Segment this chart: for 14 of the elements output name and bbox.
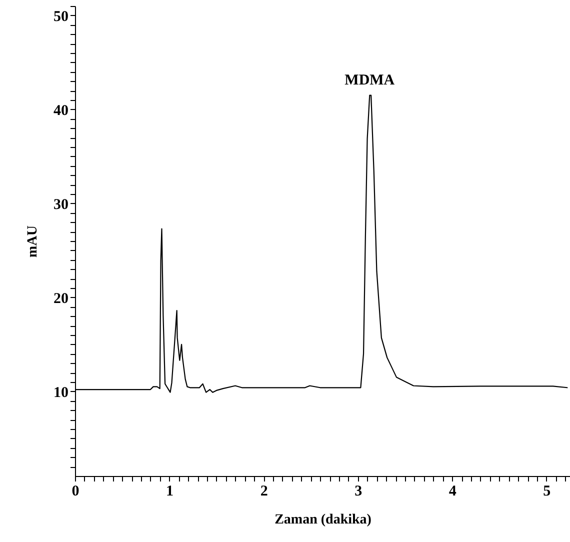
- annotation: MDMA: [344, 72, 395, 88]
- x-tick-label: 2: [260, 484, 268, 500]
- y-axis-title: mAU: [26, 226, 40, 258]
- y-tick-label: 30: [54, 196, 68, 213]
- y-tick-label: 10: [54, 384, 68, 401]
- y-tick-label: 20: [54, 290, 68, 307]
- x-tick-label: 3: [354, 484, 362, 500]
- x-tick-label: 4: [448, 484, 457, 500]
- y-tick-label: 50: [54, 8, 68, 25]
- x-tick-label: 5: [543, 484, 551, 500]
- x-tick-label: 0: [72, 484, 80, 500]
- x-tick-label: 1: [166, 484, 174, 500]
- y-tick-label: 40: [54, 102, 68, 119]
- x-axis-title: Zaman (dakika): [274, 512, 372, 528]
